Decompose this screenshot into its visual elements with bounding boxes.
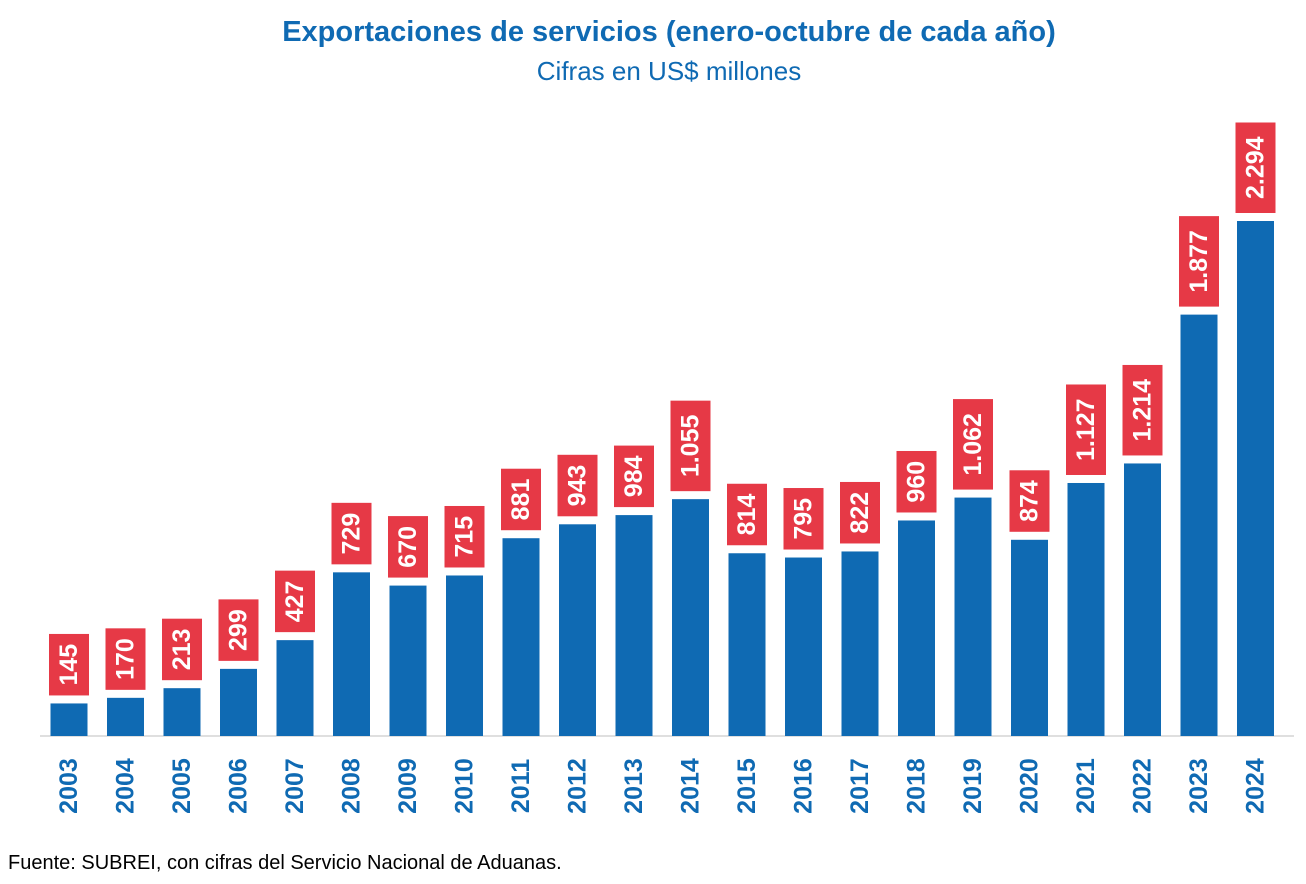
bar-2003 <box>50 703 88 736</box>
x-tick-label-2014: 2014 <box>677 758 705 814</box>
data-label-box-2021 <box>1066 384 1106 475</box>
data-label-2004: 170 <box>112 638 140 680</box>
data-label-2008: 729 <box>338 513 366 555</box>
chart-subtitle: Cifras en US$ millones <box>536 56 802 86</box>
bar-2013 <box>615 515 653 736</box>
x-tick-label-2008: 2008 <box>338 758 366 814</box>
data-label-2007: 427 <box>281 581 309 623</box>
bar-2018 <box>898 520 935 736</box>
bar-2020 <box>1011 539 1048 736</box>
data-label-box-2015 <box>727 483 767 546</box>
data-label-box-2003 <box>49 633 89 696</box>
data-label-box-2012 <box>557 454 598 517</box>
data-label-2020: 874 <box>1016 480 1044 522</box>
x-tick-label-2024: 2024 <box>1242 758 1270 814</box>
x-tick-label-2020: 2020 <box>1016 758 1044 814</box>
data-label-2013: 984 <box>620 455 648 497</box>
bar-2021 <box>1067 482 1105 736</box>
bar-2006 <box>220 668 257 736</box>
data-label-2012: 943 <box>564 465 592 507</box>
x-tick-label-2013: 2013 <box>620 758 648 814</box>
data-label-2021: 1.127 <box>1072 398 1100 461</box>
data-label-2016: 795 <box>790 498 818 540</box>
data-label-box-2005 <box>162 618 202 681</box>
bar-2007 <box>276 640 314 736</box>
data-label-box-2011 <box>501 468 541 531</box>
data-label-box-2009 <box>388 516 428 578</box>
x-tick-label-2021: 2021 <box>1072 758 1100 814</box>
bar-2009 <box>389 585 427 736</box>
data-label-box-2019 <box>953 399 993 490</box>
data-label-box-2013 <box>614 445 654 508</box>
data-label-2022: 1.214 <box>1129 379 1157 442</box>
x-tick-label-2006: 2006 <box>225 758 253 814</box>
data-label-box-2022 <box>1122 364 1163 456</box>
bar-2016 <box>785 557 822 736</box>
data-label-2009: 670 <box>394 526 422 568</box>
bar-2023 <box>1180 314 1218 736</box>
x-tick-label-2004: 2004 <box>112 758 140 814</box>
data-label-2019: 1.062 <box>959 413 987 476</box>
data-label-box-2014 <box>670 400 711 492</box>
bar-2022 <box>1124 463 1161 736</box>
x-tick-label-2005: 2005 <box>168 758 196 814</box>
data-label-2011: 881 <box>507 479 535 521</box>
data-label-box-2018 <box>896 450 937 513</box>
bar-2024 <box>1237 221 1274 736</box>
x-tick-label-2019: 2019 <box>959 758 987 814</box>
data-label-2014: 1.055 <box>677 415 705 478</box>
bar-2005 <box>163 688 201 736</box>
x-tick-label-2015: 2015 <box>733 758 761 814</box>
x-tick-label-2023: 2023 <box>1185 758 1213 814</box>
chart-title: Exportaciones de servicios (enero-octubr… <box>282 16 1056 48</box>
bar-2012 <box>559 524 596 736</box>
data-label-box-2006 <box>218 599 259 661</box>
data-label-2023: 1.877 <box>1185 230 1213 293</box>
bar-2019 <box>954 497 992 736</box>
bar-2017 <box>841 551 879 736</box>
data-label-2017: 822 <box>846 492 874 534</box>
x-tick-label-2012: 2012 <box>564 758 592 814</box>
data-label-box-2016 <box>783 488 824 550</box>
bar-2011 <box>502 538 540 736</box>
data-label-box-2024 <box>1235 122 1276 213</box>
bar-2010 <box>446 575 483 736</box>
data-label-box-2023 <box>1179 216 1219 307</box>
x-tick-label-2018: 2018 <box>903 758 931 814</box>
bar-2014 <box>672 499 709 736</box>
x-tick-label-2011: 2011 <box>507 759 535 813</box>
data-label-2006: 299 <box>225 609 253 651</box>
data-label-2003: 145 <box>55 644 83 686</box>
bar-2004 <box>107 697 144 736</box>
x-tick-label-2007: 2007 <box>281 758 309 814</box>
data-label-box-2004 <box>105 628 146 690</box>
x-tick-label-2016: 2016 <box>790 758 818 814</box>
x-tick-label-2022: 2022 <box>1129 758 1157 814</box>
source-note: Fuente: SUBREI, con cifras del Servicio … <box>8 852 562 874</box>
bar-2008 <box>333 572 370 736</box>
data-label-box-2020 <box>1009 470 1050 532</box>
data-label-box-2007 <box>275 570 315 633</box>
data-label-2005: 213 <box>168 629 196 671</box>
data-label-box-2010 <box>444 505 485 568</box>
data-label-2015: 814 <box>733 494 761 536</box>
data-label-2024: 2.294 <box>1242 136 1270 199</box>
data-label-box-2008 <box>331 502 372 565</box>
x-tick-label-2009: 2009 <box>394 758 422 814</box>
x-tick-label-2010: 2010 <box>451 758 479 814</box>
bar-2015 <box>728 553 766 736</box>
data-label-box-2017 <box>840 481 880 544</box>
data-label-2010: 715 <box>451 516 479 558</box>
x-tick-label-2003: 2003 <box>55 758 83 814</box>
data-label-2018: 960 <box>903 461 931 503</box>
x-tick-label-2017: 2017 <box>846 758 874 814</box>
